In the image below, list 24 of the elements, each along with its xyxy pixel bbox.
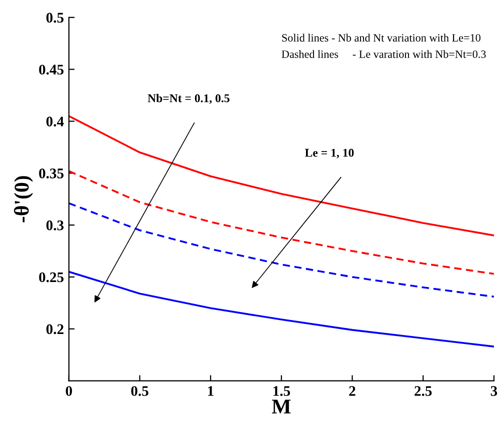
x-tick-label: 3 [490,386,498,396]
y-tick-label: 0.25 [39,272,64,282]
x-tick-label: 0.5 [131,386,148,396]
y-tick-label: 0.4 [46,116,64,127]
x-tick-label: 0 [66,386,72,396]
y-tick-label: 0.3 [46,220,64,230]
y-axis-title: -θ'(0) [14,176,33,222]
x-tick-label: 2 [349,386,356,396]
x-tick-label: 1.5 [273,386,290,396]
line-series [68,170,494,275]
line-series [68,270,494,348]
x-axis-title: M [272,400,291,414]
x-tick-label: 1 [208,386,214,396]
annotation: Nb=Nt = 0.1, 0.5 [148,94,230,104]
y-tick-label: 0.45 [39,64,64,75]
x-tick-label: 2.5 [414,386,432,396]
annotation: Le = 1, 10 [305,148,354,158]
y-tick-label: 0.5 [46,12,64,23]
y-tick-label: 0.2 [46,324,64,334]
annotation: Dashed lines - Le varation with Nb=Nt=0.3 [282,50,486,58]
line-series [68,202,494,298]
annotation: Solid lines - Nb and Nt variation with Le=10 [282,34,480,42]
y-tick-label: 0.35 [39,168,64,178]
line-series [68,115,494,236]
